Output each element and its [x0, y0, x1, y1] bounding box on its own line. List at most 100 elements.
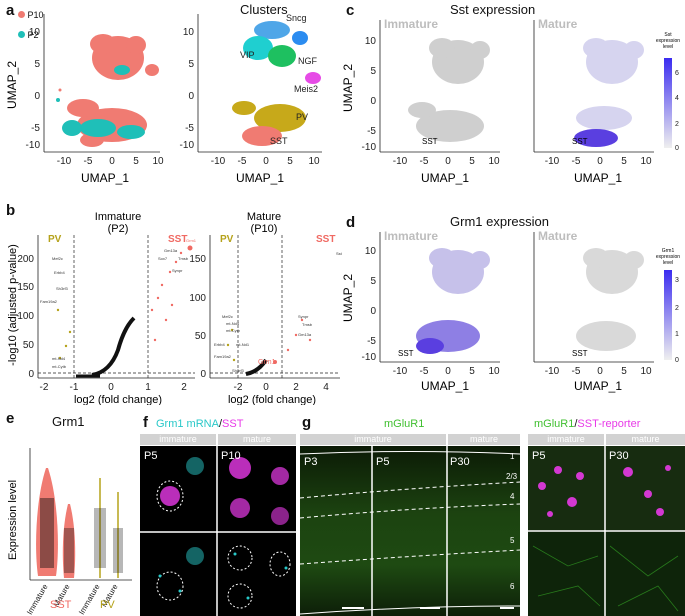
- svg-text:10: 10: [640, 366, 652, 377]
- svg-text:(P2): (P2): [108, 223, 129, 235]
- panel-d: d Grm1 expression Immature Mature SST SS…: [340, 212, 685, 407]
- age2-p5: P5: [532, 450, 546, 462]
- svg-text:5: 5: [287, 156, 293, 167]
- svg-text:Grm1: Grm1: [662, 248, 675, 254]
- svg-text:2: 2: [675, 121, 679, 128]
- svg-text:0: 0: [597, 156, 603, 167]
- svg-text:Grm1: Grm1: [258, 359, 276, 366]
- svg-text:SST: SST: [50, 599, 72, 611]
- svg-text:2: 2: [675, 305, 679, 312]
- svg-text:1: 1: [675, 331, 679, 338]
- panel-b: b -log10 (adjusted p-value) Immature (P2…: [0, 200, 345, 405]
- svg-text:UMAP_1: UMAP_1: [421, 171, 469, 185]
- svg-text:Gm13a: Gm13a: [164, 248, 178, 253]
- svg-text:-10: -10: [57, 156, 72, 167]
- svg-text:UMAP_1: UMAP_1: [81, 171, 129, 185]
- panel-letter: e: [6, 410, 15, 427]
- svg-text:50: 50: [23, 340, 35, 351]
- svg-text:Sst: Sst: [664, 32, 672, 38]
- svg-text:-log10 (adjusted p-value): -log10 (adjusted p-value): [7, 244, 19, 366]
- svg-text:10: 10: [365, 246, 377, 257]
- svg-text:mt-Cytb: mt-Cytb: [52, 364, 67, 369]
- svg-text:-5: -5: [238, 156, 247, 167]
- svg-text:-1: -1: [70, 382, 79, 393]
- svg-text:-5: -5: [367, 126, 376, 137]
- p2-scatter: [62, 65, 145, 139]
- svg-text:Sst: Sst: [336, 251, 343, 256]
- svg-text:level: level: [663, 260, 673, 266]
- svg-text:100: 100: [189, 293, 206, 304]
- svg-text:Sh3rf3: Sh3rf3: [232, 368, 245, 373]
- svg-text:-2: -2: [234, 382, 243, 393]
- svg-text:PV: PV: [48, 234, 62, 245]
- svg-text:150: 150: [189, 254, 206, 265]
- svg-text:-5: -5: [367, 336, 376, 347]
- svg-text:expression: expression: [656, 38, 680, 44]
- svg-text:Mature: Mature: [247, 211, 281, 223]
- svg-text:-10: -10: [180, 140, 195, 151]
- svg-text:VIP: VIP: [240, 50, 255, 60]
- svg-text:UMAP_1: UMAP_1: [421, 379, 469, 393]
- age-p30: P30: [450, 456, 470, 468]
- svg-text:Tmsb: Tmsb: [178, 256, 189, 261]
- svg-text:Immature: Immature: [25, 582, 50, 616]
- svg-text:-5: -5: [572, 366, 581, 377]
- rna-title: Grm1 mRNA/SST: [156, 418, 244, 430]
- svg-text:-10: -10: [362, 352, 377, 363]
- svg-text:6: 6: [675, 70, 679, 77]
- svg-text:Fam19a2: Fam19a2: [40, 299, 58, 304]
- svg-text:10: 10: [308, 156, 320, 167]
- panel-letter: b: [6, 202, 16, 219]
- age-p10: P10: [221, 450, 241, 462]
- grm1-expression-title: Grm1 expression: [450, 214, 549, 229]
- svg-text:-5: -5: [572, 156, 581, 167]
- header-immature: immature: [300, 434, 446, 445]
- svg-text:0: 0: [108, 382, 114, 393]
- volcano-plots: -log10 (adjusted p-value) Immature (P2) …: [7, 211, 343, 405]
- svg-text:-5: -5: [185, 123, 194, 134]
- header-mature: mature: [448, 434, 520, 445]
- violin-plot: Expression level Immature Mature Immatur…: [7, 448, 132, 616]
- panel-f: f Grm1 mRNA/SST immature mature P5 P10: [140, 408, 298, 616]
- svg-text:log2 (fold change): log2 (fold change): [74, 394, 162, 405]
- svg-text:0: 0: [34, 91, 40, 102]
- svg-text:-5: -5: [420, 366, 429, 377]
- svg-text:5: 5: [370, 66, 376, 77]
- reporter-title: mGluR1/SST-reporter: [534, 418, 641, 430]
- svg-text:Mature: Mature: [538, 229, 578, 243]
- svg-text:UMAP_2: UMAP_2: [341, 274, 355, 322]
- svg-text:5: 5: [621, 156, 627, 167]
- svg-text:mt-Nd4: mt-Nd4: [226, 321, 240, 326]
- svg-text:Grm1: Grm1: [186, 238, 197, 243]
- svg-text:10: 10: [488, 366, 500, 377]
- svg-text:0: 0: [28, 369, 34, 380]
- svg-text:0: 0: [188, 91, 194, 102]
- svg-text:SST: SST: [168, 234, 187, 245]
- svg-text:log2 (fold change): log2 (fold change): [228, 394, 316, 405]
- svg-text:4: 4: [675, 95, 679, 102]
- svg-text:(P10): (P10): [251, 223, 278, 235]
- svg-text:3: 3: [675, 277, 679, 284]
- svg-text:Erbb4: Erbb4: [214, 342, 225, 347]
- svg-text:SST: SST: [422, 137, 438, 146]
- header2-mature: mature: [606, 434, 685, 445]
- svg-text:-10: -10: [362, 142, 377, 153]
- sst-umaps: Immature Mature SST SST 10 5 0 -5 -10 -10 -5 0…: [341, 17, 680, 185]
- svg-text:-10: -10: [545, 156, 560, 167]
- svg-text:100: 100: [17, 311, 34, 322]
- panel-a: a P10 P2 Clusters 10: [0, 0, 335, 200]
- svg-text:0: 0: [445, 156, 451, 167]
- svg-text:PV: PV: [220, 234, 234, 245]
- reporter-image-grid: P5 P30: [528, 446, 685, 616]
- fish-image-grid: P5 P10: [140, 446, 296, 616]
- panel-letter: g: [302, 414, 312, 431]
- svg-text:-2: -2: [40, 382, 49, 393]
- svg-text:Sh3rf3: Sh3rf3: [56, 286, 69, 291]
- legend-p2: P2: [18, 30, 39, 40]
- svg-text:Sox7: Sox7: [158, 256, 168, 261]
- svg-text:mt-Nd4: mt-Nd4: [52, 356, 66, 361]
- svg-text:PV: PV: [100, 599, 115, 611]
- header-immature: immature: [140, 434, 216, 445]
- svg-text:-10: -10: [545, 366, 560, 377]
- svg-text:10: 10: [183, 27, 195, 38]
